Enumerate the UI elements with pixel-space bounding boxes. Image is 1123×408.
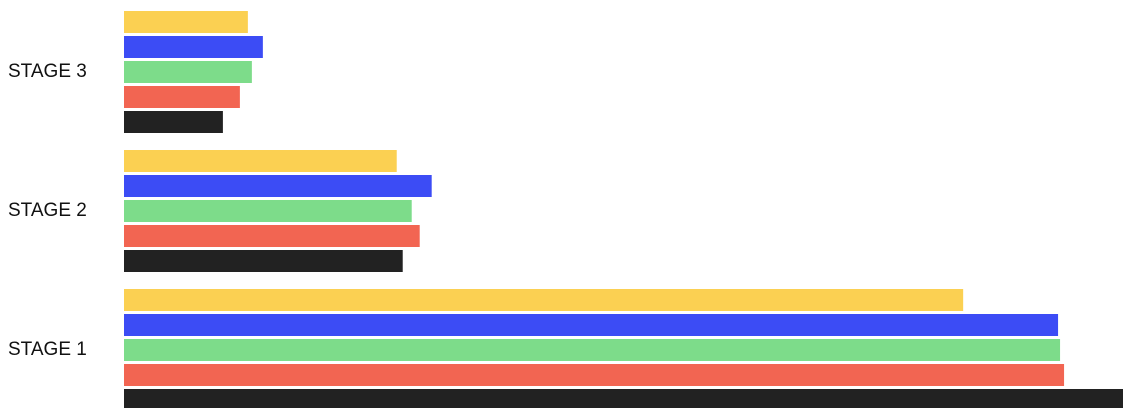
bar <box>124 150 397 172</box>
bar <box>124 289 964 311</box>
bar <box>124 111 223 133</box>
category-label: STAGE 3 <box>8 61 87 82</box>
bar <box>124 389 1123 408</box>
bar <box>124 61 252 83</box>
bar <box>124 250 403 272</box>
category-labels: STAGE 3 STAGE 2 STAGE 1 <box>8 61 87 360</box>
bars-group <box>124 11 1123 408</box>
bar <box>124 364 1065 386</box>
category-label: STAGE 1 <box>8 339 87 360</box>
bar <box>124 314 1059 336</box>
bar <box>124 175 432 197</box>
bar <box>124 86 240 108</box>
bar <box>124 339 1061 361</box>
bar <box>124 200 412 222</box>
bar <box>124 225 420 247</box>
bar <box>124 36 263 58</box>
category-label: STAGE 2 <box>8 200 87 221</box>
bar <box>124 11 248 33</box>
